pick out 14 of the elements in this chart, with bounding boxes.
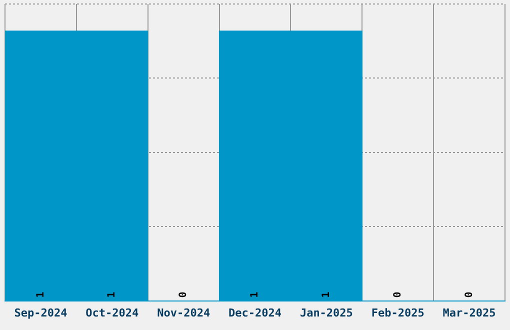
x-tick-label: Feb-2025 xyxy=(371,306,424,320)
x-tick-label: Sep-2024 xyxy=(14,306,68,320)
data-label: 1 xyxy=(250,292,261,298)
data-label: 0 xyxy=(464,292,475,298)
x-tick-label: Oct-2024 xyxy=(86,306,140,320)
data-label: 1 xyxy=(321,292,332,298)
x-tick-label: Dec-2024 xyxy=(228,306,282,320)
x-tick-label: Jan-2025 xyxy=(300,306,353,320)
x-tick-label: Mar-2025 xyxy=(442,306,496,320)
data-label: 0 xyxy=(178,292,190,298)
data-label: 0 xyxy=(392,292,404,298)
x-tick-label: Nov-2024 xyxy=(157,306,210,320)
data-label: 1 xyxy=(35,292,46,298)
data-label: 1 xyxy=(106,292,118,298)
